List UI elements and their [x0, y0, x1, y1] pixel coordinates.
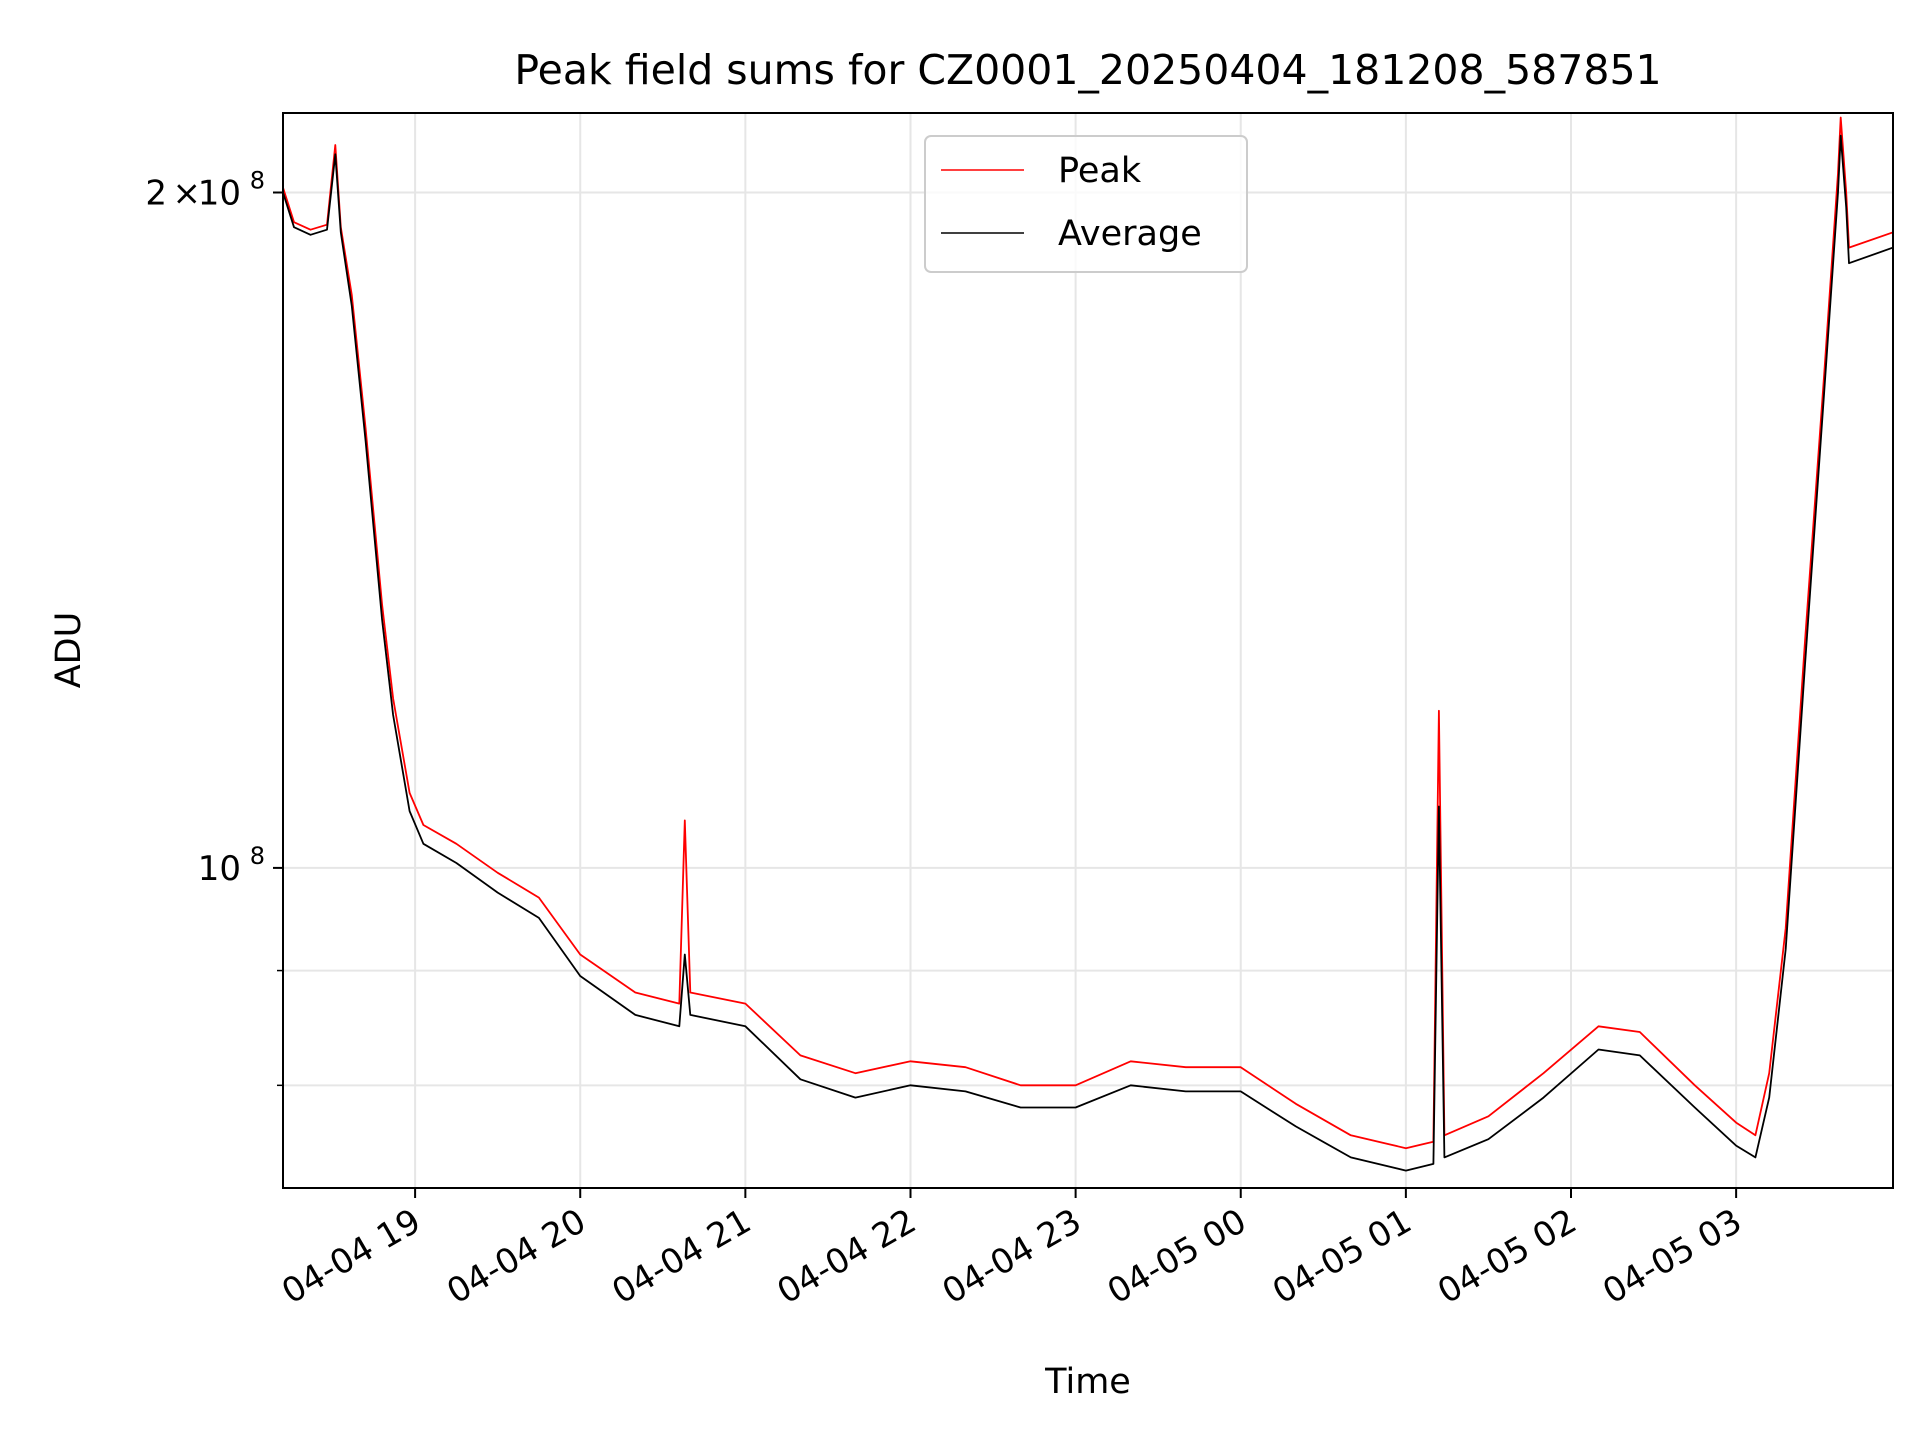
y-tick-exponent: 8 — [250, 166, 265, 194]
y-tick-label: 8 10×2 — [145, 166, 265, 213]
x-axis-label: Time — [1044, 1362, 1131, 1402]
plot-frame — [282, 112, 1894, 1189]
legend-label-peak: Peak — [1058, 151, 1142, 191]
legend-label-average: Average — [1058, 214, 1202, 254]
y-tick-base: 10 — [198, 849, 241, 889]
series-line-average — [283, 134, 1893, 1172]
chart-title: Peak field sums for CZ0001_20250404_1812… — [514, 46, 1661, 94]
y-tick-mantissa: 2 — [145, 173, 167, 213]
series-layer — [283, 116, 1893, 1172]
series-line-peak — [283, 116, 1893, 1150]
y-axis-label: ADU — [49, 612, 89, 689]
y-tick-base: 10 — [198, 173, 241, 213]
y-tick-label: 8 10 — [198, 842, 265, 889]
y-tick-times: × — [173, 173, 202, 213]
legend: Peak Average — [924, 135, 1248, 273]
y-tick-exponent: 8 — [250, 842, 265, 870]
